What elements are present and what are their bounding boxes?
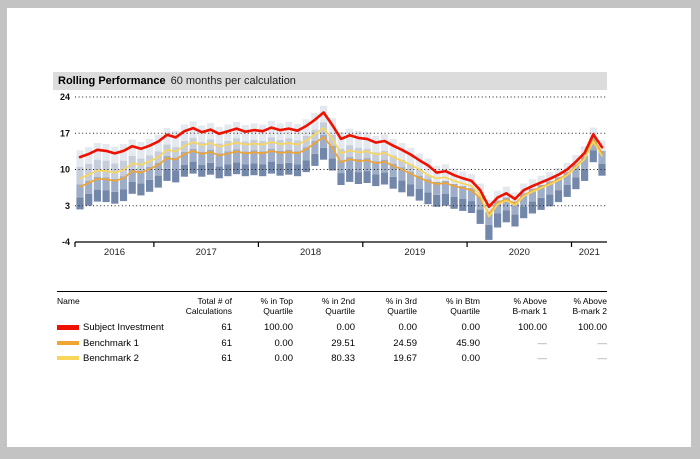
col-header-above-bmark1: % Above B-mark 1 xyxy=(512,296,547,316)
rolling-performance-table: Name Total # of Calculations % in Top Quar… xyxy=(57,291,607,366)
value-cell: — xyxy=(597,337,608,349)
x-tick-2021: 2021 xyxy=(579,247,600,258)
benchmark-1-swatch xyxy=(57,341,79,346)
y-tick-3: 3 xyxy=(65,201,70,211)
section-title: Rolling Performance xyxy=(58,75,166,87)
value-cell: 80.33 xyxy=(331,352,355,364)
value-cell: 0.00 xyxy=(274,352,294,364)
gridlines xyxy=(75,96,607,207)
value-cell: 100.00 xyxy=(577,322,607,334)
series-name-cell: Subject Investment xyxy=(57,322,167,333)
col-header-3rd-quartile: % in 3rd Quartile xyxy=(385,296,417,316)
value-cell: — xyxy=(537,337,548,349)
col-header-total-calculations: Total # of Calculations xyxy=(185,296,232,316)
table-body: Subject Investment 61 100.00 0.00 0.00 0… xyxy=(57,320,607,366)
value-cell: 100.00 xyxy=(263,322,293,334)
y-tick--4: -4 xyxy=(62,237,70,247)
col-header-top-quartile: % in Top Quartile xyxy=(260,296,293,316)
value-cell: 0.00 xyxy=(461,322,481,334)
value-cell: 0.00 xyxy=(461,352,481,364)
col-header-above-bmark2: % Above B-mark 2 xyxy=(572,296,607,316)
col-header-btm-quartile: % in Btm Quartile xyxy=(445,296,480,316)
value-cell: 61 xyxy=(221,322,232,334)
benchmark-2-swatch xyxy=(57,356,79,361)
table-row-benchmark-2: Benchmark 2 61 0.00 80.33 19.67 0.00 — — xyxy=(57,351,607,366)
x-tick-2020: 2020 xyxy=(509,247,530,258)
table-row-benchmark-1: Benchmark 1 61 0.00 29.51 24.59 45.90 — … xyxy=(57,335,607,350)
table-header-row: Name Total # of Calculations % in Top Quar… xyxy=(57,292,607,316)
col-header-name: Name xyxy=(57,296,80,306)
value-cell: 61 xyxy=(221,352,232,364)
x-tick-2016: 2016 xyxy=(104,247,125,258)
table-row-subject-investment: Subject Investment 61 100.00 0.00 0.00 0… xyxy=(57,320,607,335)
series-name-cell: Benchmark 2 xyxy=(57,353,167,364)
value-cell: 19.67 xyxy=(393,352,417,364)
benchmark-1-line xyxy=(79,136,603,215)
y-tick-17: 17 xyxy=(60,128,70,138)
value-cell: 61 xyxy=(221,337,232,349)
quartile-bars-layer xyxy=(76,105,606,240)
y-tick-10: 10 xyxy=(60,165,70,175)
series-name-cell: Benchmark 1 xyxy=(57,338,167,349)
value-cell: 24.59 xyxy=(393,337,417,349)
y-axis-labels: 24 17 10 3 -4 xyxy=(60,92,70,247)
value-cell: 45.90 xyxy=(456,337,480,349)
subject-investment-line xyxy=(78,111,604,209)
value-cell: 100.00 xyxy=(517,322,547,334)
col-header-2nd-quartile: % in 2nd Quartile xyxy=(321,296,355,316)
x-tick-2017: 2017 xyxy=(196,247,217,258)
section-title-band: Rolling Performance 60 months per calcula… xyxy=(53,72,607,90)
y-tick-24: 24 xyxy=(60,92,70,102)
value-cell: — xyxy=(537,352,548,364)
section-subtitle: 60 months per calculation xyxy=(170,75,296,87)
benchmark-2-line xyxy=(79,127,603,218)
value-cell: — xyxy=(597,352,608,364)
value-cell: 29.51 xyxy=(331,337,355,349)
value-cell: 0.00 xyxy=(274,337,294,349)
subject-investment-swatch xyxy=(57,325,79,331)
value-cell: 0.00 xyxy=(398,322,418,334)
x-tick-2019: 2019 xyxy=(404,247,425,258)
x-tick-2018: 2018 xyxy=(300,247,321,258)
x-axis: 2016 2017 2018 2019 2020 2021 xyxy=(74,241,607,258)
value-cell: 0.00 xyxy=(336,322,356,334)
